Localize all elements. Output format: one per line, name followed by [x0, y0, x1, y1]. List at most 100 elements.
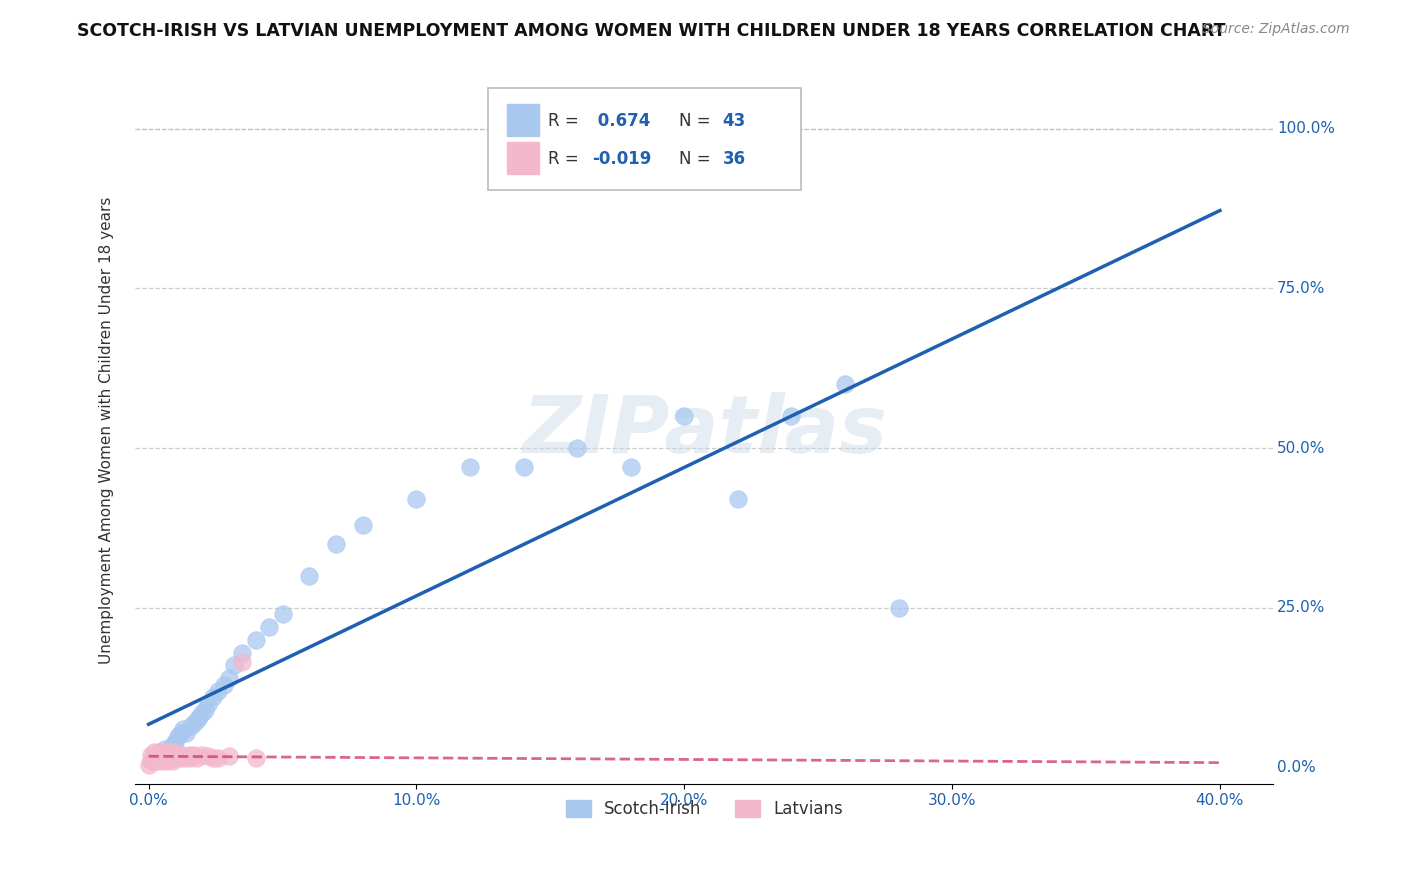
Point	[834, 377, 856, 392]
Point	[167, 729, 190, 743]
Text: 0.674: 0.674	[592, 112, 650, 129]
Point	[141, 755, 163, 769]
Point	[224, 658, 246, 673]
Point	[212, 678, 235, 692]
Point	[170, 725, 193, 739]
Text: 25.0%: 25.0%	[1277, 600, 1326, 615]
Point	[153, 751, 176, 765]
Point	[207, 684, 229, 698]
Point	[142, 751, 165, 765]
Point	[180, 751, 202, 765]
Point	[620, 460, 643, 475]
Point	[165, 745, 187, 759]
Point	[325, 537, 347, 551]
Point	[188, 709, 211, 723]
Point	[183, 747, 205, 762]
Text: 43: 43	[723, 112, 745, 129]
Point	[150, 747, 173, 762]
Point	[245, 751, 267, 765]
Point	[298, 569, 321, 583]
Text: SCOTCH-IRISH VS LATVIAN UNEMPLOYMENT AMONG WOMEN WITH CHILDREN UNDER 18 YEARS CO: SCOTCH-IRISH VS LATVIAN UNEMPLOYMENT AMO…	[77, 22, 1226, 40]
Point	[170, 751, 193, 765]
Point	[145, 747, 167, 762]
Point	[201, 750, 224, 764]
Point	[153, 741, 176, 756]
Point	[257, 620, 280, 634]
Point	[159, 741, 181, 756]
Text: -0.019: -0.019	[592, 150, 651, 168]
Text: N =: N =	[679, 150, 716, 168]
Legend: Scotch-Irish, Latvians: Scotch-Irish, Latvians	[560, 793, 849, 825]
Point	[458, 460, 481, 475]
Point	[271, 607, 294, 622]
Point	[159, 751, 181, 765]
Point	[141, 755, 163, 769]
Point	[162, 755, 184, 769]
Point	[191, 747, 214, 762]
Point	[201, 690, 224, 705]
Point	[142, 745, 165, 759]
Point	[352, 517, 374, 532]
Point	[727, 492, 749, 507]
Point	[887, 601, 910, 615]
Y-axis label: Unemployment Among Women with Children Under 18 years: Unemployment Among Women with Children U…	[100, 197, 114, 665]
Point	[153, 745, 176, 759]
FancyBboxPatch shape	[488, 88, 801, 191]
Point	[186, 751, 208, 765]
Point	[673, 409, 696, 424]
Point	[780, 409, 803, 424]
Point	[186, 713, 208, 727]
FancyBboxPatch shape	[508, 143, 540, 174]
Point	[565, 441, 588, 455]
Point	[142, 751, 165, 765]
Point	[148, 745, 170, 759]
Point	[159, 745, 181, 759]
Point	[150, 747, 173, 762]
Text: R =: R =	[548, 112, 585, 129]
Point	[180, 719, 202, 733]
Point	[197, 749, 219, 764]
Text: ZIPatlas: ZIPatlas	[522, 392, 887, 469]
Point	[145, 747, 167, 762]
Point	[197, 697, 219, 711]
Point	[165, 735, 187, 749]
Text: 75.0%: 75.0%	[1277, 281, 1326, 296]
Point	[141, 747, 163, 762]
FancyBboxPatch shape	[508, 104, 540, 136]
Point	[218, 671, 240, 685]
Point	[150, 755, 173, 769]
Text: Source: ZipAtlas.com: Source: ZipAtlas.com	[1202, 22, 1350, 37]
Point	[156, 755, 179, 769]
Point	[156, 747, 179, 762]
Point	[162, 747, 184, 762]
Point	[162, 739, 184, 753]
Text: N =: N =	[679, 112, 716, 129]
Point	[177, 747, 200, 762]
Point	[156, 745, 179, 759]
Point	[194, 703, 217, 717]
Point	[174, 725, 197, 739]
Point	[148, 751, 170, 765]
Point	[218, 749, 240, 764]
Point	[231, 646, 253, 660]
Text: 0.0%: 0.0%	[1277, 760, 1316, 775]
Point	[148, 745, 170, 759]
Point	[165, 751, 187, 765]
Point	[183, 716, 205, 731]
Point	[138, 757, 160, 772]
Point	[172, 723, 194, 737]
Text: 50.0%: 50.0%	[1277, 441, 1326, 456]
Point	[174, 751, 197, 765]
Point	[207, 751, 229, 765]
Point	[405, 492, 427, 507]
Point	[172, 747, 194, 762]
Text: 36: 36	[723, 150, 745, 168]
Point	[145, 755, 167, 769]
Point	[512, 460, 534, 475]
Point	[231, 655, 253, 669]
Text: 100.0%: 100.0%	[1277, 121, 1334, 136]
Point	[191, 706, 214, 721]
Point	[245, 632, 267, 647]
Point	[167, 747, 190, 762]
Text: R =: R =	[548, 150, 585, 168]
